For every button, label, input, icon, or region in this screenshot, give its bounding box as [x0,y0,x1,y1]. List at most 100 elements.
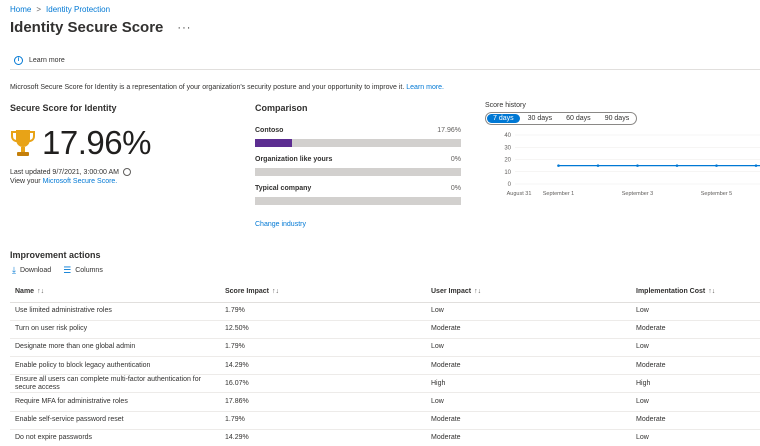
range-60-days[interactable]: 60 days [566,115,591,122]
columns-icon: ☰ [63,265,72,275]
sort-icon: ↑↓ [474,288,482,296]
comparison-label: Typical company [255,185,312,192]
download-button[interactable]: ⤓ Download [12,265,51,276]
cell-name: Use limited administrative roles [10,302,220,321]
cell-implementation-cost: Moderate [631,356,760,376]
cell-name: Require MFA for administrative roles [10,392,220,412]
cell-user-impact: Low [426,302,631,321]
x-tick-label: August 31 [507,191,532,197]
comparison-bar [255,197,461,205]
cell-name: Designate more than one global admin [10,338,220,358]
y-tick-label: 0 [508,182,512,188]
breadcrumb-separator: > [36,5,42,14]
cell-score-impact: 1.79% [220,411,426,430]
cell-name: Enable self-service password reset [10,411,220,430]
cell-user-impact: Moderate [426,320,631,339]
comparison-label: Contoso [255,127,284,134]
title-row: Identity Secure Score ··· [10,19,191,36]
last-updated-text: Last updated 9/7/2021, 3:00:00 AM [10,168,119,176]
cell-implementation-cost: Moderate [631,411,760,430]
data-point[interactable] [596,164,600,167]
description-learn-more-link[interactable]: Learn more. [406,84,445,91]
breadcrumb-home[interactable]: Home [10,5,32,14]
score-heading: Secure Score for Identity [10,103,117,113]
score-history-chart: 0 10 20 30 40 August 31 September 1 September 3… [504,133,760,197]
comparison-heading: Comparison [255,103,308,113]
table-row[interactable]: Ensure all users can complete multi-fact… [10,374,760,394]
cell-score-impact: 17.86% [220,392,426,412]
y-tick-label: 30 [504,145,511,151]
cell-implementation-cost: Low [631,302,760,321]
last-updated: Last updated 9/7/2021, 3:00:00 AM [10,168,131,176]
data-point[interactable] [754,164,758,167]
comparison-item-typical-company: Typical company 0% [255,185,461,205]
cell-score-impact: 14.29% [220,429,426,446]
description: Microsoft Secure Score for Identity is a… [10,84,444,91]
data-point[interactable] [636,164,639,167]
cell-name: Turn on user risk policy [10,320,220,339]
view-score-prefix: View your [10,178,41,185]
cell-implementation-cost: Low [631,392,760,412]
download-icon: ⤓ [12,265,16,275]
column-header-score-impact[interactable]: Score Impact ↑↓ [220,282,426,303]
info-icon: i [14,56,23,65]
table-row[interactable]: Enable policy to block legacy authentica… [10,356,760,376]
cell-score-impact: 16.07% [220,374,426,394]
command-bar: i Learn more [10,52,760,70]
sort-icon: ↑↓ [708,288,716,296]
cell-user-impact: High [426,374,631,394]
data-point[interactable] [715,164,718,167]
cell-implementation-cost: Low [631,338,760,358]
cell-score-impact: 12.50% [220,320,426,339]
trophy-icon [11,130,35,156]
description-text: Microsoft Secure Score for Identity is a… [10,84,405,91]
cell-user-impact: Moderate [426,429,631,446]
table-row[interactable]: Do not expire passwords 14.29% Moderate Low [10,429,760,446]
range-selector: 7 days 30 days 60 days 90 days [485,112,638,125]
comparison-label: Organization like yours [255,156,333,163]
more-options-button[interactable]: ··· [177,21,192,34]
range-90-days[interactable]: 90 days [604,115,630,122]
sort-icon: ↑↓ [37,288,45,296]
range-30-days[interactable]: 30 days [527,115,553,122]
cell-user-impact: Moderate [426,411,631,430]
table-row[interactable]: Designate more than one global admin 1.79… [10,338,760,358]
comparison-value: 0% [450,156,461,163]
comparison-item-contoso: Contoso 17.96% [255,127,461,147]
columns-button[interactable]: ☰ Columns [63,265,103,276]
cell-user-impact: Low [426,338,631,358]
x-tick-label: September 1 [543,191,575,197]
table-header-row: Name ↑↓ Score Impact ↑↓ User Impact ↑↓ Impl… [10,282,760,303]
comparison-value: 0% [450,185,461,192]
comparison-value: 17.96% [437,127,461,134]
column-header-name[interactable]: Name ↑↓ [10,282,220,303]
table-row[interactable]: Enable self-service password reset 1.79% M… [10,411,760,430]
breadcrumb: Home > Identity Protection [10,5,110,14]
y-tick-label: 40 [504,133,511,139]
score-value: 17.96% [42,124,151,161]
table-row[interactable]: Use limited administrative roles 1.79% Low… [10,302,760,321]
clock-icon [122,168,131,176]
table-row[interactable]: Turn on user risk policy 12.50% Moderate Mo… [10,320,760,339]
column-header-implementation-cost[interactable]: Implementation Cost ↑↓ [631,282,760,303]
comparison-bar-fill [255,139,292,147]
data-point[interactable] [557,164,560,167]
range-7-days[interactable]: 7 days [487,114,520,123]
change-industry-link[interactable]: Change industry [255,221,306,228]
cell-score-impact: 14.29% [220,356,426,376]
improvement-toolbar: ⤓ Download ☰ Columns [12,265,103,276]
comparison-panel: Comparison Contoso 17.96% Organization l… [255,103,461,228]
column-header-user-impact[interactable]: User Impact ↑↓ [426,282,631,303]
score-value-row: 17.96% [10,124,151,162]
score-history-title: Score history [485,102,526,109]
cell-name: Enable policy to block legacy authentica… [10,356,220,376]
x-tick-label: September 3 [622,191,654,197]
microsoft-secure-score-link[interactable]: Microsoft Secure Score. [42,178,118,185]
improvement-actions-heading: Improvement actions [10,250,101,260]
table-row[interactable]: Require MFA for administrative roles 17.8… [10,392,760,412]
cell-name: Do not expire passwords [10,429,220,446]
breadcrumb-identity-protection[interactable]: Identity Protection [46,5,111,14]
learn-more-button[interactable]: Learn more [29,57,65,64]
y-tick-label: 10 [504,170,511,176]
data-point[interactable] [675,164,679,167]
